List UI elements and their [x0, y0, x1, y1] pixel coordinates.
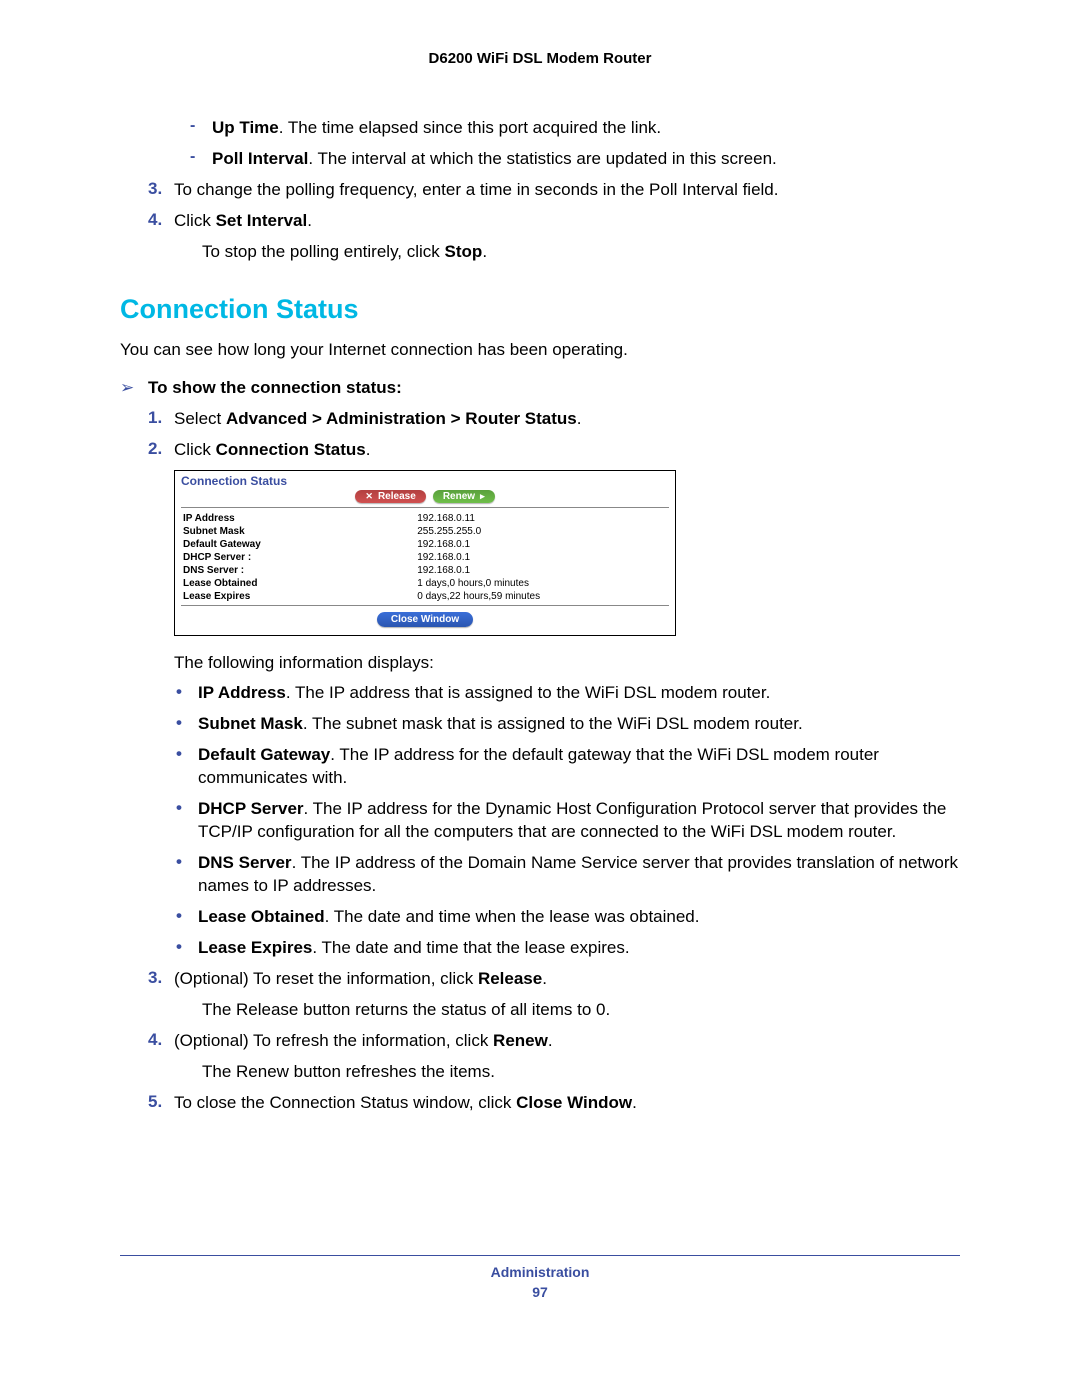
connection-status-screenshot: Connection Status ✕ Release Renew ▸ IP Add… [174, 470, 676, 636]
step-body: (Optional) To reset the information, cli… [174, 968, 960, 991]
dash-text: Poll Interval. The interval at which the… [212, 148, 777, 171]
ss-key: Lease Obtained [181, 577, 415, 590]
step-item: 5.To close the Connection Status window,… [148, 1092, 960, 1115]
step-body: To change the polling frequency, enter a… [174, 179, 960, 202]
step-after: The Release button returns the status of… [202, 999, 960, 1022]
ss-row: Default Gateway192.168.0.1 [181, 538, 669, 551]
dash-list: -Up Time. The time elapsed since this po… [190, 117, 960, 171]
ss-value: 0 days,22 hours,59 minutes [415, 590, 669, 603]
section-heading: Connection Status [120, 294, 960, 325]
dash-item: -Up Time. The time elapsed since this po… [190, 117, 960, 140]
bullet-item: •Subnet Mask. The subnet mask that is as… [176, 713, 960, 736]
step-body: To close the Connection Status window, c… [174, 1092, 960, 1115]
footer-divider [120, 1255, 960, 1256]
top-steps: 3.To change the polling frequency, enter… [148, 179, 960, 264]
bullet-mark: • [176, 798, 198, 844]
bullet-item: •IP Address. The IP address that is assi… [176, 682, 960, 705]
ss-table: IP Address192.168.0.11Subnet Mask255.255… [181, 512, 669, 603]
ss-value: 192.168.0.11 [415, 512, 669, 525]
step-number: 3. [148, 179, 174, 202]
bullet-item: •Lease Expires. The date and time that t… [176, 937, 960, 960]
ss-key: DNS Server : [181, 564, 415, 577]
step-after: The Renew button refreshes the items. [202, 1061, 960, 1084]
bullet-item: •DNS Server. The IP address of the Domai… [176, 852, 960, 898]
ss-value: 255.255.255.0 [415, 525, 669, 538]
bullet-text: DHCP Server. The IP address for the Dyna… [198, 798, 960, 844]
ss-row: Subnet Mask255.255.255.0 [181, 525, 669, 538]
release-label: Release [378, 491, 416, 502]
step-number: 3. [148, 968, 174, 991]
step-body: Click Connection Status. [174, 439, 960, 462]
bullet-mark: • [176, 682, 198, 705]
end-steps: 3.(Optional) To reset the information, c… [148, 968, 960, 1115]
close-icon: ✕ [365, 491, 373, 502]
release-button[interactable]: ✕ Release [355, 490, 425, 503]
step-item: 3.(Optional) To reset the information, c… [148, 968, 960, 991]
dash-text: Up Time. The time elapsed since this por… [212, 117, 661, 140]
ss-row: DNS Server :192.168.0.1 [181, 564, 669, 577]
bullet-mark: • [176, 937, 198, 960]
bullet-text: Default Gateway. The IP address for the … [198, 744, 960, 790]
step-body: Click Set Interval. [174, 210, 960, 233]
step-number: 1. [148, 408, 174, 431]
ss-value: 192.168.0.1 [415, 538, 669, 551]
renew-button[interactable]: Renew ▸ [433, 490, 495, 503]
info-bullets: •IP Address. The IP address that is assi… [176, 682, 960, 959]
bullet-mark: • [176, 713, 198, 736]
bullet-item: •DHCP Server. The IP address for the Dyn… [176, 798, 960, 844]
procedure-title: To show the connection status: [148, 378, 402, 398]
ss-value: 192.168.0.1 [415, 564, 669, 577]
ss-title: Connection Status [175, 471, 675, 490]
bullet-mark: • [176, 852, 198, 898]
step-number: 2. [148, 439, 174, 462]
footer-page: 97 [120, 1284, 960, 1300]
renew-label: Renew [443, 491, 475, 502]
bullet-item: •Default Gateway. The IP address for the… [176, 744, 960, 790]
page-header: D6200 WiFi DSL Modem Router [120, 50, 960, 67]
ss-divider [181, 605, 669, 606]
step-item: 3.To change the polling frequency, enter… [148, 179, 960, 202]
bullet-text: Lease Obtained. The date and time when t… [198, 906, 960, 929]
ss-key: Default Gateway [181, 538, 415, 551]
ss-key: IP Address [181, 512, 415, 525]
bullet-text: Lease Expires. The date and time that th… [198, 937, 960, 960]
step-item: 2.Click Connection Status. [148, 439, 960, 462]
ss-key: DHCP Server : [181, 551, 415, 564]
ss-row: DHCP Server :192.168.0.1 [181, 551, 669, 564]
ss-button-row: ✕ Release Renew ▸ [181, 490, 669, 508]
arrow-icon: ➢ [120, 378, 148, 398]
step-body: (Optional) To refresh the information, c… [174, 1030, 960, 1053]
ss-row: IP Address192.168.0.11 [181, 512, 669, 525]
intro-text: You can see how long your Internet conne… [120, 339, 960, 362]
ss-row: Lease Expires0 days,22 hours,59 minutes [181, 590, 669, 603]
bullet-text: Subnet Mask. The subnet mask that is ass… [198, 713, 960, 736]
play-icon: ▸ [480, 491, 485, 502]
step-body: Select Advanced > Administration > Route… [174, 408, 960, 431]
bullet-text: IP Address. The IP address that is assig… [198, 682, 960, 705]
step-item: 4.(Optional) To refresh the information,… [148, 1030, 960, 1053]
bullet-item: •Lease Obtained. The date and time when … [176, 906, 960, 929]
step-after: To stop the polling entirely, click Stop… [202, 241, 960, 264]
footer-section: Administration [120, 1264, 960, 1280]
ss-key: Subnet Mask [181, 525, 415, 538]
close-window-button[interactable]: Close Window [377, 612, 473, 627]
ss-row: Lease Obtained1 days,0 hours,0 minutes [181, 577, 669, 590]
mid-steps: 1.Select Advanced > Administration > Rou… [148, 408, 960, 462]
dash-item: -Poll Interval. The interval at which th… [190, 148, 960, 171]
dash-mark: - [190, 117, 212, 140]
step-number: 4. [148, 210, 174, 233]
procedure-heading: ➢ To show the connection status: [120, 378, 960, 398]
step-item: 1.Select Advanced > Administration > Rou… [148, 408, 960, 431]
step-number: 5. [148, 1092, 174, 1115]
ss-key: Lease Expires [181, 590, 415, 603]
dash-mark: - [190, 148, 212, 171]
bullet-text: DNS Server. The IP address of the Domain… [198, 852, 960, 898]
bullet-mark: • [176, 906, 198, 929]
step-item: 4.Click Set Interval. [148, 210, 960, 233]
step-number: 4. [148, 1030, 174, 1053]
ss-value: 1 days,0 hours,0 minutes [415, 577, 669, 590]
after-ss-text: The following information displays: [174, 652, 960, 675]
bullet-mark: • [176, 744, 198, 790]
ss-value: 192.168.0.1 [415, 551, 669, 564]
